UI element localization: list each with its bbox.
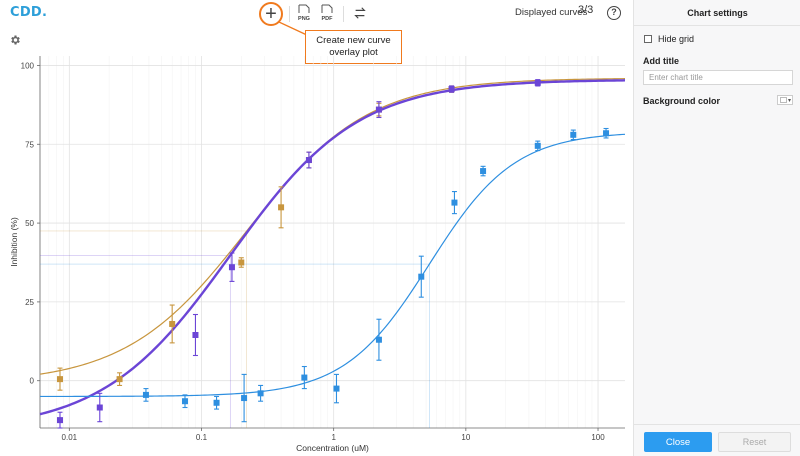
fit-curve-series-1 <box>39 78 626 375</box>
png-label: PNG <box>298 16 310 22</box>
toolbar: CDD. + PNG PDF Displayed curves 3/3 ? <box>0 0 633 28</box>
y-tick-label: 50 <box>25 219 34 228</box>
data-point-series-2 <box>96 404 103 411</box>
data-point-series-3 <box>451 199 458 206</box>
x-tick-label: 10 <box>461 433 470 442</box>
y-tick-label: 25 <box>25 298 34 307</box>
x-tick-label: 0.1 <box>196 433 208 442</box>
hide-grid-label: Hide grid <box>658 34 695 44</box>
cdd-logo: CDD. <box>10 5 48 20</box>
add-curve-overlay-button[interactable]: + <box>259 2 283 26</box>
fit-curve-series-3 <box>39 133 626 398</box>
gear-icon[interactable] <box>9 34 21 46</box>
x-tick-label: 100 <box>591 433 605 442</box>
y-tick-label: 0 <box>30 377 35 386</box>
data-point-series-2 <box>192 332 199 338</box>
data-point-series-1 <box>238 259 245 266</box>
callout-connector <box>279 22 310 37</box>
close-button[interactable]: Close <box>644 432 712 452</box>
toolbar-divider <box>289 6 290 22</box>
data-point-series-3 <box>257 390 264 397</box>
chart-settings-panel: Chart settings Hide grid Add title Backg… <box>633 0 800 456</box>
callout-line-2: overlay plot <box>329 47 378 58</box>
data-point-series-3 <box>534 142 541 149</box>
pdf-label: PDF <box>322 16 334 22</box>
data-point-series-3 <box>480 168 487 175</box>
swap-axes-button[interactable] <box>353 4 369 22</box>
data-point-series-3 <box>418 273 425 280</box>
displayed-curves-label: Displayed curves <box>515 7 588 18</box>
background-color-picker[interactable]: ▾ <box>777 95 793 105</box>
panel-footer: Close Reset <box>634 424 800 456</box>
data-point-series-1 <box>169 320 176 327</box>
data-point-series-3 <box>603 130 610 137</box>
data-point-series-2 <box>375 106 382 113</box>
help-icon[interactable]: ? <box>607 6 621 20</box>
panel-title: Chart settings <box>634 0 800 26</box>
data-point-series-3 <box>570 131 577 138</box>
fit-curve-series-2 <box>39 79 626 416</box>
export-pdf-button[interactable]: PDF <box>320 4 334 22</box>
chart-title-input[interactable] <box>643 70 793 85</box>
toolbar-divider <box>343 6 344 22</box>
export-png-button[interactable]: PNG <box>297 4 311 22</box>
png-file-icon: PNG <box>298 4 310 22</box>
add-title-label: Add title <box>643 56 679 66</box>
data-point-series-3 <box>241 395 248 402</box>
data-point-series-3 <box>333 385 340 392</box>
chevron-down-icon: ▾ <box>787 97 791 104</box>
pdf-file-icon: PDF <box>321 4 334 22</box>
x-tick-label: 1 <box>331 433 336 442</box>
reset-button[interactable]: Reset <box>718 432 791 452</box>
data-point-series-2 <box>56 417 63 424</box>
x-tick-label: 0.01 <box>62 433 78 442</box>
callout-line-1: Create new curve <box>316 35 391 46</box>
swap-arrows-icon <box>354 7 366 19</box>
background-color-label: Background color <box>643 96 721 106</box>
plus-icon: + <box>265 3 277 25</box>
data-point-series-2 <box>228 264 235 271</box>
data-point-series-2 <box>305 157 312 164</box>
data-point-series-1 <box>116 376 123 383</box>
hide-grid-toggle[interactable]: Hide grid <box>644 34 694 44</box>
data-point-series-3 <box>375 336 382 343</box>
y-tick-label: 75 <box>25 140 34 149</box>
callout-tooltip: Create new curve overlay plot <box>305 30 402 64</box>
x-axis-label: Concentration (uM) <box>296 443 369 453</box>
data-point-series-2 <box>448 86 455 93</box>
data-point-series-1 <box>56 376 63 383</box>
data-point-series-3 <box>142 391 149 398</box>
y-tick-label: 100 <box>21 61 35 70</box>
data-point-series-3 <box>213 399 220 406</box>
y-axis-label: Inhibition (%) <box>9 217 19 267</box>
chart-area: 0.01 0.1 1 10 100 0 25 50 75 100 Concentration (uM… <box>0 28 633 456</box>
data-point-series-2 <box>534 79 541 86</box>
displayed-curves-count: 3/3 <box>578 4 594 16</box>
data-point-series-3 <box>181 398 188 405</box>
data-point-series-3 <box>301 374 308 381</box>
data-point-series-1 <box>278 204 285 211</box>
dose-response-chart[interactable]: 0.01 0.1 1 10 100 0 25 50 75 100 Concentration (uM… <box>0 28 633 456</box>
background-color-swatch <box>780 97 787 103</box>
hide-grid-checkbox[interactable] <box>644 35 652 43</box>
